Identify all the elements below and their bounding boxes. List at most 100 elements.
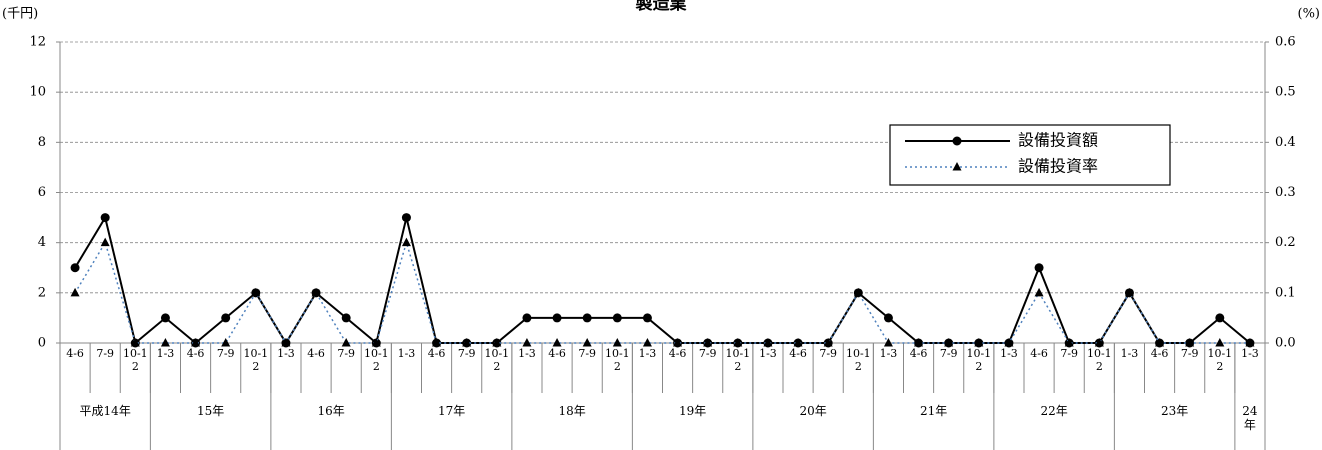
group-label: 17年 (437, 404, 466, 418)
group-label: 23年 (1160, 404, 1189, 418)
y2-tick-label: 0.4 (1275, 135, 1296, 150)
y2-tick-label: 0.0 (1275, 336, 1296, 351)
point (401, 213, 411, 223)
x-tick-label: 1-3 (638, 347, 657, 360)
y2-tick-label: 0.2 (1275, 235, 1296, 250)
point (251, 287, 261, 297)
point (1034, 263, 1044, 273)
point (341, 338, 351, 347)
point (582, 313, 592, 323)
x-tick-label: 1-3 (1000, 347, 1018, 360)
point (1245, 338, 1255, 347)
x-tick-label: 10-12 (484, 347, 510, 373)
point (130, 338, 140, 347)
point (733, 338, 743, 347)
x-tick-label: 10-12 (243, 347, 269, 373)
x-tick-label: 4-6 (789, 347, 807, 360)
x-tick-label: 7-9 (1060, 347, 1079, 360)
y-tick-label: 0 (38, 336, 46, 351)
point (191, 338, 201, 347)
point (883, 313, 893, 323)
group-label: 平成14年 (79, 404, 131, 418)
x-tick-label: 1-3 (156, 347, 175, 360)
point (1034, 287, 1044, 297)
point (432, 338, 442, 347)
x-tick-label: 7-9 (216, 347, 235, 360)
point (642, 313, 652, 323)
y2-tick-label: 0.6 (1275, 35, 1296, 50)
point (160, 338, 170, 347)
y-tick-label: 8 (38, 135, 46, 150)
y2-tick-label: 0.3 (1275, 185, 1296, 200)
point (1094, 338, 1104, 347)
point (100, 213, 110, 223)
point (462, 338, 472, 347)
x-tick-label: 4-6 (909, 347, 928, 360)
x-tick-label: 7-9 (96, 347, 115, 360)
point (311, 287, 321, 297)
x-tick-label: 4-6 (668, 347, 687, 360)
point (371, 338, 381, 347)
legend-marker (952, 162, 962, 171)
x-tick-label: 4-6 (186, 347, 205, 360)
x-tick-label: 1-3 (759, 347, 777, 360)
point (612, 313, 622, 323)
point (1124, 287, 1134, 297)
x-tick-label: 1-3 (1120, 347, 1139, 360)
group-label: 16年 (317, 404, 345, 418)
y-axis-label: (千円) (2, 7, 38, 22)
point (70, 263, 80, 273)
y2-tick-label: 0.5 (1275, 85, 1296, 100)
x-tick-label: 7-9 (337, 347, 356, 360)
point (853, 287, 863, 297)
y-tick-label: 12 (29, 35, 46, 50)
x-tick-label: 10-12 (1207, 347, 1233, 373)
x-tick-label: 10-12 (966, 347, 992, 373)
x-tick-label: 10-12 (845, 347, 871, 373)
x-tick-label: 7-9 (939, 347, 958, 360)
point (281, 338, 291, 347)
point (914, 338, 924, 347)
point (160, 313, 170, 323)
x-tick-label: 1-3 (879, 347, 898, 360)
x-tick-label: 4-6 (1030, 347, 1048, 360)
point (70, 287, 80, 297)
point (1155, 338, 1165, 347)
legend-box (889, 124, 1171, 186)
point (1185, 338, 1195, 347)
x-tick-label: 4-6 (548, 347, 566, 360)
point (221, 338, 231, 347)
point (673, 338, 683, 347)
x-tick-label: 10-12 (725, 347, 751, 373)
legend-label: 設備投資率 (1018, 157, 1098, 176)
point (642, 338, 652, 347)
point (341, 313, 351, 323)
point (100, 237, 110, 247)
point (1215, 313, 1225, 323)
x-tick-label: 10-12 (363, 347, 389, 373)
x-tick-label: 4-6 (307, 347, 325, 360)
chart-title: 製造業 (635, 0, 687, 14)
x-tick-label: 7-9 (819, 347, 838, 360)
x-tick-label: 4-6 (427, 347, 446, 360)
y2-axis-label: (%) (1298, 7, 1321, 22)
y-tick-label: 10 (29, 85, 46, 100)
group-label: 24年 (1242, 404, 1258, 432)
y2-tick-label: 0.1 (1275, 285, 1296, 300)
point (883, 338, 893, 347)
group-label: 20年 (799, 404, 827, 418)
x-tick-label: 10-12 (122, 347, 148, 373)
x-tick-label: 7-9 (457, 347, 476, 360)
point (522, 338, 532, 347)
x-tick-label: 4-6 (1150, 347, 1169, 360)
x-tick-label: 10-12 (1086, 347, 1112, 373)
series-line (74, 214, 1251, 345)
group-label: 15年 (196, 404, 225, 418)
point (401, 237, 411, 247)
x-tick-label: 7-9 (698, 347, 717, 360)
y-tick-label: 2 (38, 285, 46, 300)
group-label: 19年 (678, 404, 707, 418)
point (703, 338, 713, 347)
